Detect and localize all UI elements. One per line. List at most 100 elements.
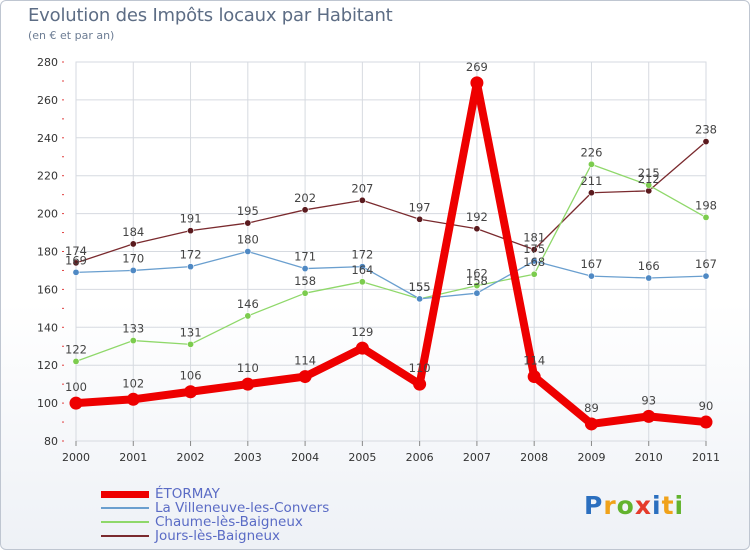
logo-letter: t <box>661 491 675 520</box>
data-point <box>702 213 710 221</box>
data-label: 171 <box>294 250 316 264</box>
legend: ÉTORMAY La Villeneuve-les-Convers Chaume-l… <box>101 487 329 543</box>
data-label: 175 <box>523 242 545 256</box>
x-tick-label: 2010 <box>635 451 663 464</box>
data-label: 167 <box>695 257 717 271</box>
data-label: 158 <box>294 274 316 288</box>
data-point <box>358 278 366 286</box>
x-tick-label: 2003 <box>234 451 262 464</box>
y-tick-label: 160 <box>37 283 58 296</box>
data-point <box>244 312 252 320</box>
data-point <box>355 341 369 355</box>
legend-label: Chaume-lès-Baigneux <box>155 514 303 530</box>
legend-item: Jours-lès-Baigneux <box>101 529 329 543</box>
data-point <box>301 265 309 273</box>
data-label: 226 <box>580 145 602 159</box>
data-label: 110 <box>409 361 431 375</box>
y-tick-label: 80 <box>44 435 58 448</box>
data-point <box>413 377 427 391</box>
data-label: 155 <box>409 280 431 294</box>
x-tick-label: 2007 <box>463 451 491 464</box>
data-point <box>587 160 595 168</box>
data-label: 215 <box>638 166 660 180</box>
data-point <box>241 377 255 391</box>
y-tick-label: 120 <box>37 359 58 372</box>
data-point <box>530 246 538 254</box>
data-label: 158 <box>466 274 488 288</box>
legend-swatch <box>101 507 149 509</box>
data-label: 162 <box>466 267 488 281</box>
data-label: 174 <box>65 244 87 258</box>
data-label: 202 <box>294 191 316 205</box>
logo-letter: P <box>584 491 604 520</box>
data-point <box>416 215 424 223</box>
data-point <box>645 181 653 189</box>
legend-item: La Villeneuve-les-Convers <box>101 501 329 515</box>
data-label: 131 <box>180 325 202 339</box>
series--tormay <box>69 76 713 431</box>
data-label: 269 <box>466 60 488 74</box>
logo-letter: r <box>603 491 617 520</box>
data-labels: 174 184 191 195 202 207 197 192 181 211 212 238 122 1… <box>65 60 717 415</box>
data-label: 102 <box>122 376 144 390</box>
data-point <box>702 272 710 280</box>
data-point <box>702 138 710 146</box>
series-layer <box>69 76 713 431</box>
data-point <box>129 240 137 248</box>
data-point <box>69 396 83 410</box>
data-label: 133 <box>122 322 144 336</box>
legend-label: La Villeneuve-les-Convers <box>155 500 330 516</box>
series-line <box>72 78 710 428</box>
data-point <box>645 274 653 282</box>
data-point <box>416 295 424 303</box>
grid-lines <box>75 61 707 442</box>
data-label: 146 <box>237 297 259 311</box>
series-jours-l-s-baigneux <box>72 138 710 267</box>
data-point <box>642 409 656 423</box>
logo-letter: i <box>652 491 662 520</box>
series-la-villeneuve-les-convers <box>72 248 710 303</box>
data-label: 192 <box>466 210 488 224</box>
data-label: 114 <box>523 354 545 368</box>
data-label: 93 <box>641 393 656 407</box>
data-point <box>470 76 484 90</box>
x-tick-label: 2001 <box>119 451 147 464</box>
x-tick-label: 2008 <box>520 451 548 464</box>
series-chaume-l-s-baigneux <box>72 160 710 365</box>
x-tick-label: 2000 <box>62 451 90 464</box>
data-label: 106 <box>180 369 202 383</box>
legend-label: Jours-lès-Baigneux <box>155 528 280 544</box>
data-label: 195 <box>237 204 259 218</box>
data-point <box>473 289 481 297</box>
data-label: 191 <box>180 212 202 226</box>
chart-subtitle: (en € et par an) <box>28 29 115 42</box>
logo-letter: o <box>616 491 635 520</box>
data-point <box>473 225 481 233</box>
data-point <box>699 415 713 429</box>
data-point <box>187 340 195 348</box>
data-point <box>72 268 80 276</box>
data-label: 169 <box>65 253 87 267</box>
legend-swatch <box>101 490 149 498</box>
data-point <box>301 289 309 297</box>
data-point <box>530 270 538 278</box>
data-label: 100 <box>65 380 87 394</box>
data-label: 89 <box>584 401 599 415</box>
legend-item: Chaume-lès-Baigneux <box>101 515 329 529</box>
logo-letter: x <box>634 491 652 520</box>
series-line <box>75 163 707 363</box>
data-label: 180 <box>237 233 259 247</box>
series-line <box>75 140 707 264</box>
data-point <box>187 263 195 271</box>
legend-swatch <box>101 521 149 523</box>
data-point <box>587 272 595 280</box>
logo-letter: i <box>674 491 685 520</box>
data-label: 129 <box>351 325 373 339</box>
y-tick-label: 240 <box>37 132 58 145</box>
data-point <box>530 257 538 265</box>
data-point <box>126 392 140 406</box>
data-point <box>298 370 312 384</box>
series-line <box>75 250 707 300</box>
data-label: 114 <box>294 354 316 368</box>
